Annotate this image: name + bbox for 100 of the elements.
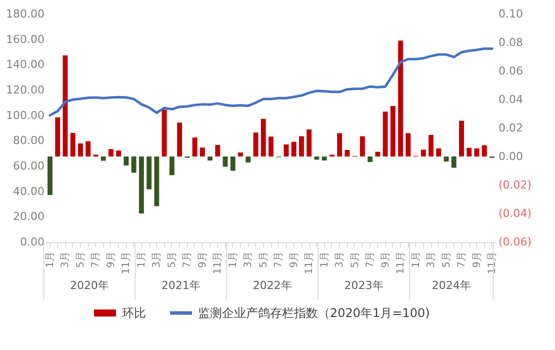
bar [382,112,388,156]
bar [451,156,456,168]
y-tick-label: 40.00 [13,184,44,198]
bar [291,142,296,156]
y2-tick-label: 0.08 [498,36,523,49]
bar [116,150,122,156]
bar [222,156,228,167]
bar [108,149,114,156]
bar [420,150,426,156]
bar [337,133,342,156]
bar [55,117,60,156]
y2-tick-label: 0.06 [498,64,523,78]
bar [154,156,160,206]
x-tick-label: 1月 [45,252,56,268]
bar [177,122,182,156]
bar [70,132,76,156]
x-tick-label: 3月 [334,252,346,268]
bar [360,136,365,156]
bar [162,110,167,156]
bar [306,129,312,156]
bar [253,132,258,156]
y-tick-label: 140.00 [6,58,44,72]
bar [124,156,129,166]
bar [284,144,289,156]
text: 2021年 [161,279,200,292]
x-tick-label: 5月 [166,252,178,268]
bar [238,152,243,156]
x-tick-label: 1月 [136,252,148,268]
x-tick-label: 7月 [456,252,468,268]
y-tick-label: 160.00 [6,32,44,46]
line-series [48,47,494,117]
x-tick-label: 5月 [350,252,361,268]
x-tick-label: 7月 [90,252,102,268]
bar [192,138,198,156]
x-tick-label: 11月 [121,252,132,274]
x-tick-label: 1月 [319,252,330,268]
bar [78,143,83,156]
y-tick-label: 20.00 [13,210,44,224]
bar [322,156,327,160]
bar [436,148,442,156]
bar [208,156,213,160]
x-tick-label: 3月 [243,252,254,268]
bar [215,144,220,156]
text: 2024年 [432,279,471,292]
bar [230,156,236,171]
legend-label: 监测企业产鸽存栏指数（2020年1月=100) [198,306,430,320]
y2-tick-label: 0.00 [498,150,523,163]
y-tick-label: 60.00 [13,160,44,172]
bar [459,120,464,156]
x-tick-label: 7月 [365,252,376,268]
x-tick-label: 11月 [396,252,407,274]
x-tick-label: 7月 [274,252,285,268]
text: 2020年 [70,279,109,292]
bar [466,148,472,156]
x-tick-label: 1月 [410,252,422,268]
bar [246,156,251,162]
bar [398,40,404,156]
y2-tick-label: 0.10 [498,8,523,20]
x-tick-label: 11月 [487,252,498,274]
bar [482,145,487,156]
bar [48,156,52,195]
x-tick-label: 3月 [152,252,163,268]
y-tick-label: 180.00 [6,8,44,20]
bar [406,133,411,156]
y-tick-label: 100.00 [6,108,44,122]
x-tick-label: 5月 [441,252,452,268]
y2-tick-label: (0.02) [498,178,532,192]
bar [314,156,320,160]
bar [299,136,304,156]
bar [138,156,144,214]
y2-tick-label: 0.04 [498,93,523,106]
bar [146,156,152,190]
x-tick-label: 1月 [228,252,239,268]
bar [100,156,106,161]
x-tick-label: 9月 [380,252,392,268]
x-tick-label: 9月 [197,252,208,268]
bar [444,156,449,162]
y-tick-label: 80.00 [13,134,44,148]
bar [375,152,380,156]
y2-tick-label: (0.06) [498,236,532,248]
x-tick-label: 9月 [288,252,300,268]
bar [200,148,205,156]
y2-tick-label: 0.02 [498,122,523,134]
x-tick-label: 9月 [106,252,117,268]
bar [390,106,396,156]
bar [131,156,136,173]
bar [268,136,274,156]
x-tick-label: 9月 [472,252,483,268]
bar [368,156,373,162]
x-tick-label: 5月 [258,252,270,268]
legend-label: 环比 [122,306,146,320]
bar [260,118,266,156]
x-tick-label: 3月 [426,252,438,268]
bar [344,150,350,156]
x-tick-label: 5月 [75,252,86,268]
text: 2022年 [252,279,292,292]
bar [169,156,174,176]
x-tick-label: 3月 [60,252,72,268]
y2-tick-label: (0.04) [498,207,532,220]
bar [86,141,91,156]
